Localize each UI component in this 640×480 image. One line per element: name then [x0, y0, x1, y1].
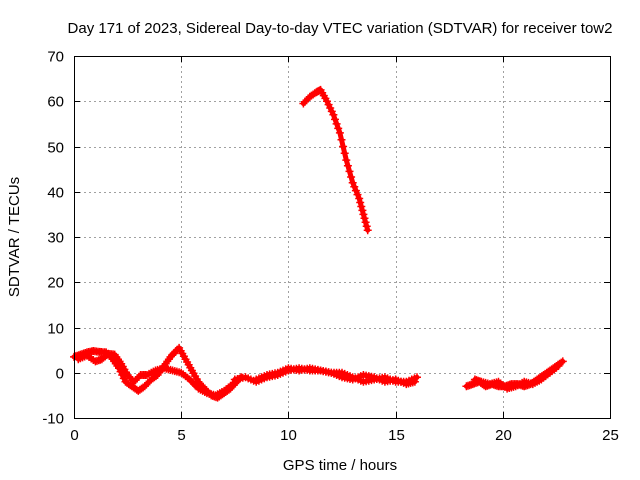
x-tick-label: 15	[388, 427, 405, 444]
data-series-3	[168, 343, 241, 402]
data-point	[359, 210, 368, 219]
data-point-interp	[353, 190, 362, 199]
y-tick-label: 60	[47, 94, 64, 111]
data-point-interp	[361, 218, 370, 227]
data-series	[70, 85, 567, 402]
y-tick-label: 70	[47, 49, 64, 66]
data-point-interp	[345, 167, 354, 176]
y-tick-label: 30	[47, 230, 64, 247]
data-point-interp	[337, 135, 346, 144]
y-axis: -10 0 10 20 30 40 50 60 70	[42, 49, 610, 428]
data-point	[413, 373, 421, 382]
x-tick-label: 25	[602, 427, 619, 444]
data-point-interp	[343, 161, 352, 170]
x-tick-label: 0	[70, 427, 78, 444]
data-point-interp	[331, 115, 339, 124]
data-point-interp	[332, 119, 341, 128]
y-tick-label: 50	[47, 140, 64, 157]
y-tick-label: 0	[56, 366, 64, 383]
data-point-interp	[362, 222, 371, 231]
data-point-interp	[347, 173, 356, 181]
data-point-interp	[350, 182, 359, 191]
data-point	[329, 110, 338, 119]
chart-title: Day 171 of 2023, Sidereal Day-to-day VTE…	[68, 20, 613, 37]
y-axis-label: SDTVAR / TECUs	[6, 177, 23, 297]
data-point	[342, 156, 351, 165]
data-point-interp	[358, 206, 367, 215]
data-series-6	[299, 85, 372, 235]
y-tick-label: 40	[47, 185, 64, 202]
y-tick-label: 10	[47, 321, 64, 338]
data-point	[558, 357, 567, 366]
data-point	[363, 226, 372, 235]
x-tick-label: 10	[280, 427, 297, 444]
data-point-interp	[340, 149, 349, 158]
data-point-interp	[360, 214, 369, 223]
data-point	[335, 128, 344, 137]
x-axis-label: GPS time / hours	[283, 457, 397, 474]
data-series-5	[252, 364, 419, 389]
data-point	[348, 178, 357, 187]
x-tick-label: 5	[177, 427, 185, 444]
data-point	[410, 377, 419, 386]
data-point-interp	[351, 186, 360, 195]
data-series-8	[470, 362, 563, 393]
x-tick-label: 20	[495, 427, 512, 444]
y-tick-label: 20	[47, 275, 64, 292]
data-point	[554, 362, 563, 370]
data-point-interp	[357, 202, 366, 211]
data-point-interp	[339, 142, 348, 151]
data-point-interp	[334, 124, 343, 133]
grid-lines	[74, 56, 610, 418]
y-tick-label: -10	[42, 411, 64, 428]
data-point-interp	[356, 198, 365, 207]
x-axis: 0 5 10 15 20 25	[70, 56, 619, 444]
data-point	[355, 194, 364, 203]
